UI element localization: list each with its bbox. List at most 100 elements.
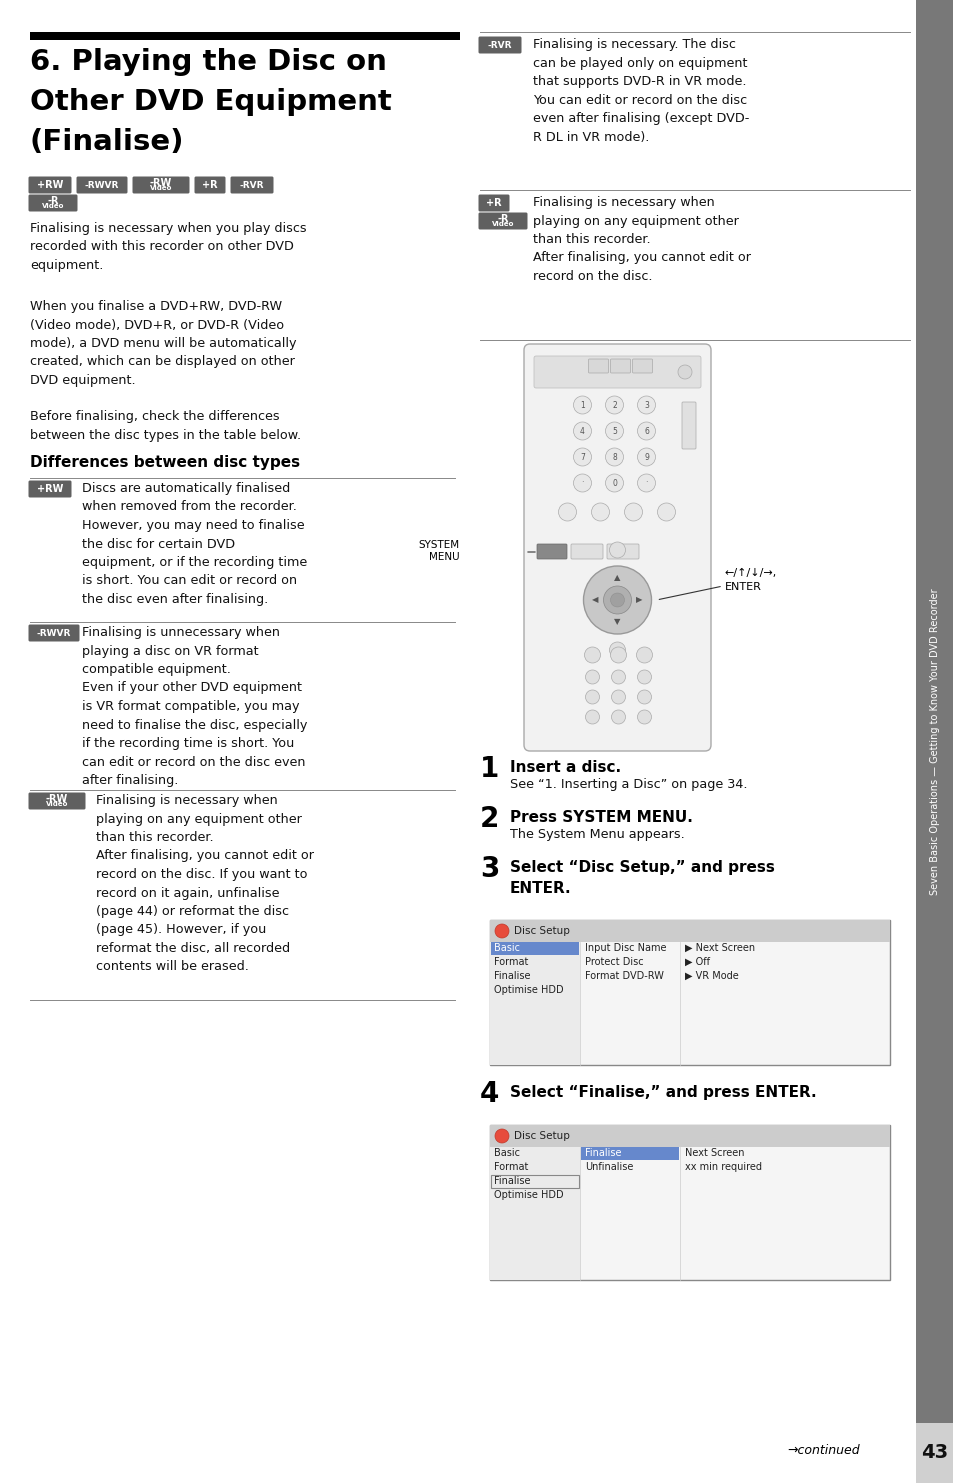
- Circle shape: [558, 503, 576, 521]
- Text: Discs are automatically finalised
when removed from the recorder.
However, you m: Discs are automatically finalised when r…: [82, 482, 307, 607]
- Text: -R: -R: [497, 215, 508, 224]
- Text: Select “Finalise,” and press ENTER.: Select “Finalise,” and press ENTER.: [510, 1086, 816, 1100]
- Text: Seven Basic Operations — Getting to Know Your DVD Recorder: Seven Basic Operations — Getting to Know…: [929, 589, 939, 894]
- Circle shape: [624, 503, 641, 521]
- Text: Disc Setup: Disc Setup: [514, 1132, 569, 1140]
- Bar: [490, 1126, 889, 1146]
- Text: Basic: Basic: [494, 943, 519, 954]
- Text: 2: 2: [612, 400, 617, 409]
- Text: Press SYSTEM MENU.: Press SYSTEM MENU.: [510, 810, 692, 825]
- Text: 7: 7: [579, 452, 584, 461]
- FancyBboxPatch shape: [606, 544, 639, 559]
- Circle shape: [585, 690, 598, 704]
- Bar: [490, 942, 579, 1065]
- FancyBboxPatch shape: [231, 176, 274, 193]
- Text: Next Screen: Next Screen: [684, 1148, 743, 1158]
- Text: Finalising is unnecessary when
playing a disc on VR format
compatible equipment.: Finalising is unnecessary when playing a…: [82, 626, 307, 787]
- FancyBboxPatch shape: [29, 792, 86, 810]
- Circle shape: [573, 396, 591, 414]
- Text: Finalise: Finalise: [494, 971, 530, 980]
- Bar: [490, 1126, 889, 1280]
- Text: Video: Video: [492, 221, 514, 227]
- FancyBboxPatch shape: [610, 359, 630, 374]
- Text: ▶ Next Screen: ▶ Next Screen: [684, 943, 755, 954]
- Text: Video: Video: [42, 203, 64, 209]
- Circle shape: [610, 593, 624, 607]
- Circle shape: [637, 670, 651, 684]
- Text: ▲: ▲: [614, 574, 620, 583]
- Text: SYSTEM
MENU: SYSTEM MENU: [418, 540, 459, 562]
- Text: 6. Playing the Disc on: 6. Playing the Disc on: [30, 47, 387, 76]
- Text: The System Menu appears.: The System Menu appears.: [510, 828, 684, 841]
- Circle shape: [610, 647, 626, 663]
- Text: Optimise HDD: Optimise HDD: [494, 1189, 563, 1200]
- Text: -RVR: -RVR: [487, 40, 512, 49]
- Circle shape: [585, 710, 598, 724]
- Circle shape: [609, 642, 625, 658]
- FancyBboxPatch shape: [478, 212, 527, 230]
- Circle shape: [678, 365, 691, 380]
- Text: ·: ·: [644, 479, 647, 488]
- FancyBboxPatch shape: [537, 544, 566, 559]
- Circle shape: [605, 448, 623, 466]
- Circle shape: [637, 423, 655, 440]
- Text: 3: 3: [643, 400, 648, 409]
- FancyBboxPatch shape: [29, 624, 79, 642]
- FancyBboxPatch shape: [478, 194, 509, 212]
- Text: ▶ VR Mode: ▶ VR Mode: [684, 971, 738, 980]
- Circle shape: [611, 670, 625, 684]
- Text: Optimise HDD: Optimise HDD: [494, 985, 563, 995]
- Text: Disc Setup: Disc Setup: [514, 925, 569, 936]
- Text: 43: 43: [921, 1443, 947, 1462]
- Text: Finalise: Finalise: [494, 1176, 530, 1186]
- Text: Basic: Basic: [494, 1148, 519, 1158]
- Bar: [490, 919, 889, 1065]
- Text: Before finalising, check the differences
between the disc types in the table bel: Before finalising, check the differences…: [30, 409, 301, 442]
- Text: ▼: ▼: [614, 617, 620, 626]
- Bar: [490, 1146, 579, 1280]
- Text: -RWVR: -RWVR: [85, 181, 119, 190]
- Circle shape: [573, 423, 591, 440]
- Circle shape: [637, 710, 651, 724]
- Circle shape: [637, 448, 655, 466]
- Bar: [491, 942, 578, 955]
- Circle shape: [495, 924, 509, 939]
- Text: 4: 4: [479, 1080, 498, 1108]
- Text: Finalising is necessary when
playing on any equipment other
than this recorder.
: Finalising is necessary when playing on …: [533, 196, 750, 283]
- Circle shape: [495, 1129, 509, 1143]
- Text: 3: 3: [479, 856, 498, 882]
- Text: -RVR: -RVR: [239, 181, 264, 190]
- Circle shape: [591, 503, 609, 521]
- Circle shape: [583, 567, 651, 635]
- FancyBboxPatch shape: [632, 359, 652, 374]
- Circle shape: [573, 448, 591, 466]
- Circle shape: [585, 670, 598, 684]
- Text: Unfinalise: Unfinalise: [584, 1163, 633, 1172]
- Text: -R: -R: [48, 196, 59, 206]
- FancyBboxPatch shape: [194, 176, 225, 193]
- Text: ▶: ▶: [636, 596, 642, 605]
- Bar: [491, 1175, 578, 1188]
- FancyBboxPatch shape: [76, 176, 128, 193]
- Text: Finalising is necessary. The disc
can be played only on equipment
that supports : Finalising is necessary. The disc can be…: [533, 39, 749, 144]
- Text: 8: 8: [612, 452, 617, 461]
- Text: 0: 0: [612, 479, 617, 488]
- FancyBboxPatch shape: [681, 402, 696, 449]
- Circle shape: [657, 503, 675, 521]
- Circle shape: [636, 647, 652, 663]
- Circle shape: [605, 475, 623, 492]
- Text: +R: +R: [486, 199, 501, 208]
- Text: Format DVD-RW: Format DVD-RW: [584, 971, 663, 980]
- Text: 9: 9: [643, 452, 648, 461]
- Text: +R: +R: [202, 179, 217, 190]
- Circle shape: [637, 690, 651, 704]
- Text: ▶ Off: ▶ Off: [684, 957, 709, 967]
- Text: Differences between disc types: Differences between disc types: [30, 455, 300, 470]
- Text: ←/↑/↓/→,
ENTER: ←/↑/↓/→, ENTER: [724, 568, 777, 592]
- Text: Other DVD Equipment: Other DVD Equipment: [30, 87, 392, 116]
- FancyBboxPatch shape: [29, 480, 71, 497]
- FancyBboxPatch shape: [571, 544, 602, 559]
- Text: ·: ·: [580, 479, 583, 488]
- Circle shape: [637, 475, 655, 492]
- Text: Video: Video: [150, 185, 172, 191]
